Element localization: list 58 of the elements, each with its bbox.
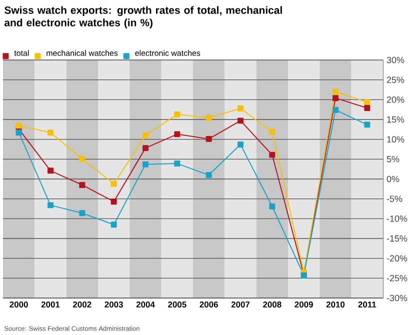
point [48, 168, 54, 174]
point [174, 111, 180, 118]
y-tick-label: 5% [386, 156, 400, 162]
point [206, 136, 212, 142]
x-tick-label: 2006 [200, 302, 218, 308]
point [174, 160, 180, 167]
y-tick-label: -5% [386, 196, 402, 202]
point [142, 132, 148, 138]
x-tick-label: 2004 [136, 302, 155, 308]
point [206, 114, 212, 121]
x-tick-label: 2003 [104, 302, 123, 308]
point [238, 118, 244, 124]
point [110, 222, 117, 228]
point [174, 131, 180, 138]
x-tick-label: 2005 [168, 302, 186, 308]
y-tick-label: 0% [386, 176, 400, 182]
point [364, 105, 370, 111]
y-tick-label: 20% [386, 96, 404, 103]
point [142, 161, 148, 168]
point [364, 122, 370, 128]
y-tick-label: 15% [387, 116, 404, 123]
chart-title: Swiss watch exports: growth rates of total, mechanical and electronic watches (in %) [4, 6, 282, 28]
y-tick-label: -30% [386, 294, 408, 302]
y-tick-label: -10% [386, 215, 408, 222]
y-tick-label: 30% [386, 56, 404, 64]
y-tick-label: -20% [386, 255, 408, 262]
x-tick-label: 2007 [231, 302, 250, 308]
point [269, 152, 276, 158]
point [269, 128, 276, 135]
x-tick-label: 2010 [326, 302, 345, 308]
y-tick-label: 10% [387, 136, 404, 143]
point [48, 130, 54, 136]
point [332, 95, 338, 102]
point [79, 156, 86, 162]
x-tick-label: 2009 [294, 302, 313, 308]
point [206, 172, 212, 178]
point [269, 203, 276, 210]
y-tick-label: 25% [386, 76, 404, 84]
point [110, 180, 117, 187]
y-tick-label: -25% [386, 274, 408, 282]
point [110, 198, 117, 205]
point [16, 130, 22, 136]
x-tick-label: 2008 [263, 302, 282, 308]
point [332, 106, 338, 113]
x-tick-label: 2002 [73, 302, 92, 308]
x-tick-label: 2011 [358, 302, 376, 308]
point [79, 182, 86, 188]
point [48, 202, 54, 208]
point [79, 210, 86, 216]
point [238, 105, 244, 112]
point [142, 145, 148, 152]
y-tick-label: -15% [386, 235, 408, 242]
x-tick-label: 2000 [10, 302, 28, 308]
point [332, 88, 338, 95]
point [238, 142, 244, 148]
point [16, 122, 22, 128]
x-tick-label: 2001 [41, 302, 60, 308]
point [364, 99, 370, 106]
